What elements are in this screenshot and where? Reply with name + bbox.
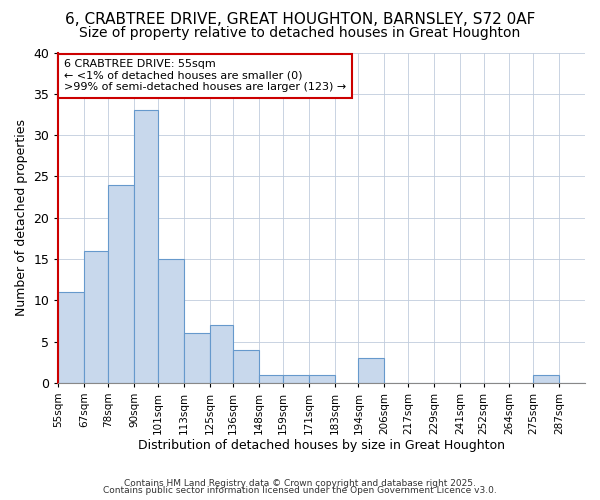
Text: 6 CRABTREE DRIVE: 55sqm
← <1% of detached houses are smaller (0)
>99% of semi-de: 6 CRABTREE DRIVE: 55sqm ← <1% of detache… <box>64 59 346 92</box>
Bar <box>184 333 209 383</box>
Bar <box>58 292 85 383</box>
Bar <box>309 374 335 383</box>
Bar <box>108 184 134 383</box>
X-axis label: Distribution of detached houses by size in Great Houghton: Distribution of detached houses by size … <box>138 440 505 452</box>
Bar <box>233 350 259 383</box>
Text: 6, CRABTREE DRIVE, GREAT HOUGHTON, BARNSLEY, S72 0AF: 6, CRABTREE DRIVE, GREAT HOUGHTON, BARNS… <box>65 12 535 28</box>
Bar <box>283 374 309 383</box>
Bar <box>134 110 158 383</box>
Bar <box>259 374 283 383</box>
Bar <box>85 250 108 383</box>
Y-axis label: Number of detached properties: Number of detached properties <box>15 119 28 316</box>
Bar <box>533 374 559 383</box>
Text: Contains HM Land Registry data © Crown copyright and database right 2025.: Contains HM Land Registry data © Crown c… <box>124 478 476 488</box>
Bar <box>158 259 184 383</box>
Text: Size of property relative to detached houses in Great Houghton: Size of property relative to detached ho… <box>79 26 521 40</box>
Text: Contains public sector information licensed under the Open Government Licence v3: Contains public sector information licen… <box>103 486 497 495</box>
Bar <box>358 358 385 383</box>
Bar <box>209 325 233 383</box>
